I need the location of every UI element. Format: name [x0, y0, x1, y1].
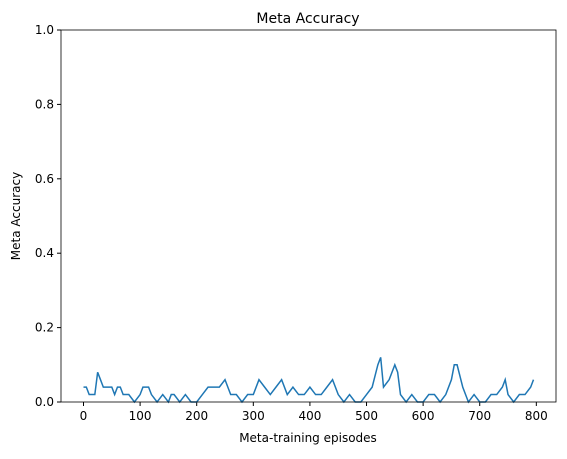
- y-tick-label: 0.2: [35, 321, 54, 335]
- x-tick-label: 500: [355, 409, 378, 423]
- plot-frame: [60, 29, 557, 403]
- y-tick-label: 1.0: [35, 23, 54, 37]
- y-tick-label: 0.0: [35, 395, 54, 409]
- y-axis-label: Meta Accuracy: [9, 172, 23, 260]
- x-tick-label: 400: [298, 409, 321, 423]
- chart-title: Meta Accuracy: [256, 11, 359, 27]
- x-tick-label: 100: [129, 409, 152, 423]
- x-tick-label: 0: [80, 409, 88, 423]
- x-tick-label: 700: [468, 409, 491, 423]
- y-tick-label: 0.6: [35, 172, 54, 186]
- x-tick-label: 600: [412, 409, 435, 423]
- x-tick-label: 800: [525, 409, 548, 423]
- x-axis-label: Meta-training episodes: [239, 431, 377, 445]
- data-line: [83, 357, 535, 404]
- y-tick-label: 0.8: [35, 97, 54, 111]
- x-tick-label: 200: [185, 409, 208, 423]
- x-tick-label: 300: [242, 409, 265, 423]
- y-tick-label: 0.4: [35, 246, 54, 260]
